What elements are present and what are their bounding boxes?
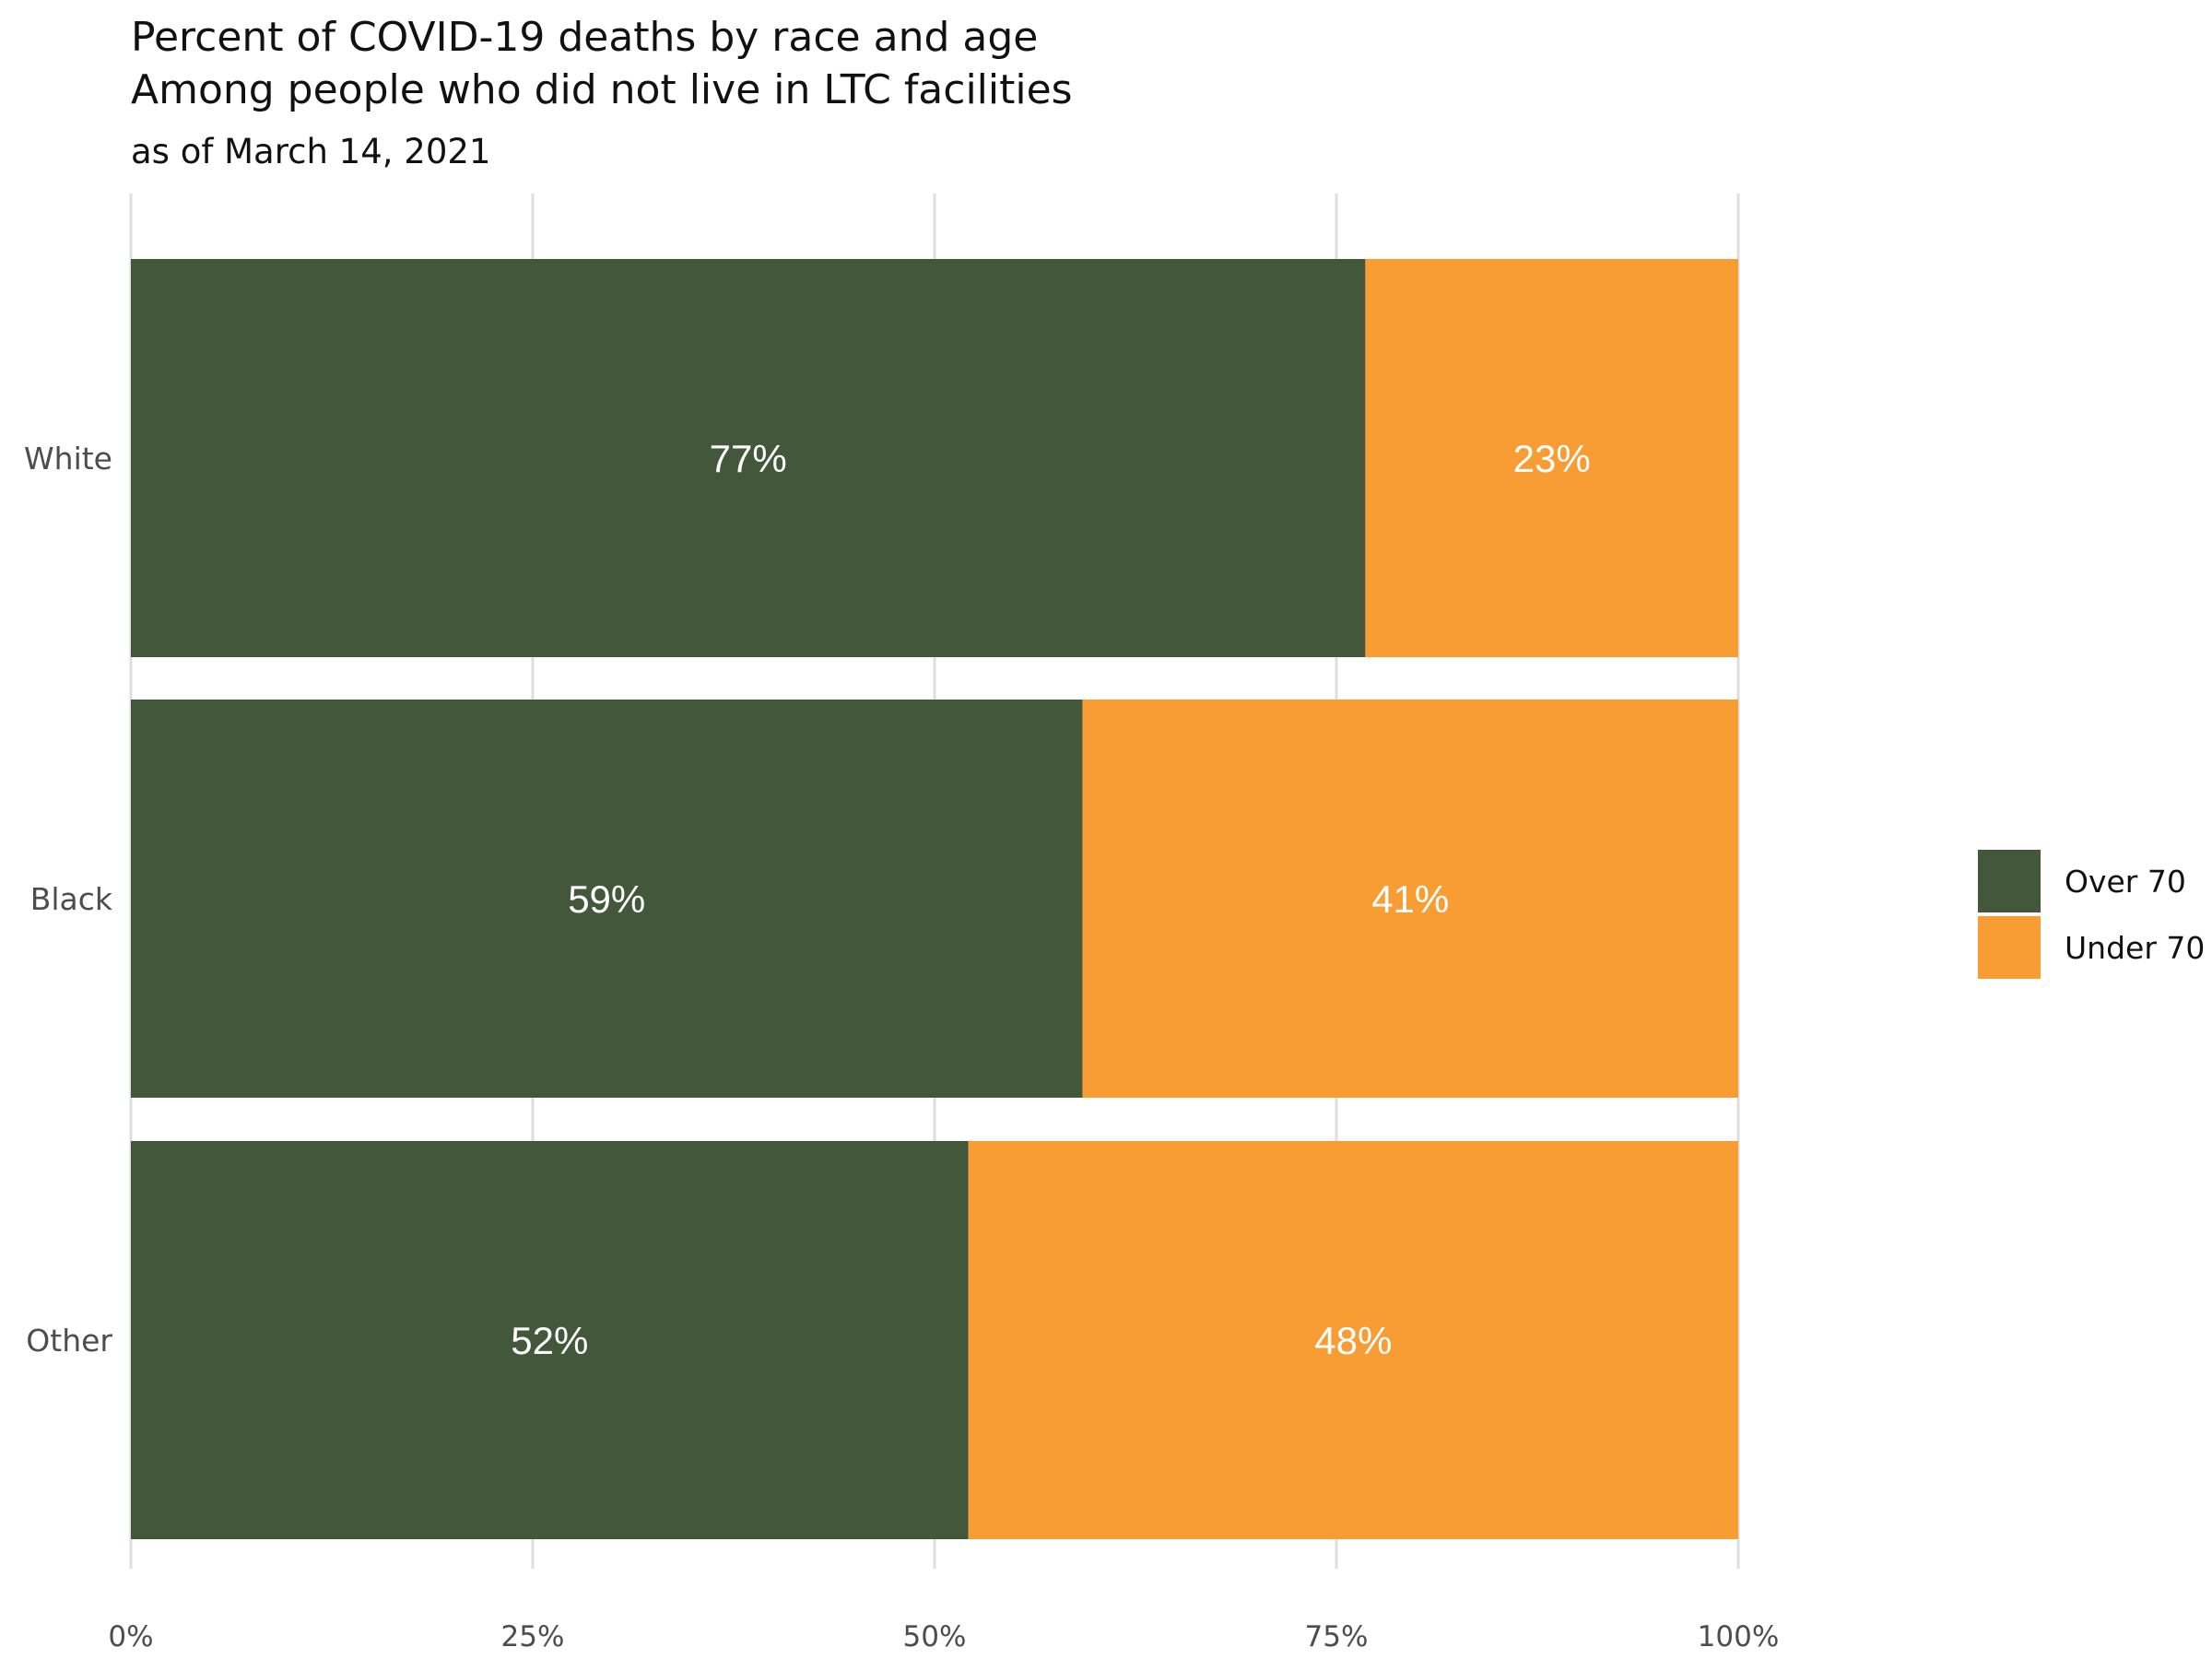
bar-label-black-under-70: 41% bbox=[1371, 877, 1449, 921]
y-tick-label-other: Other bbox=[26, 1323, 112, 1359]
bar-white-under-70 bbox=[1365, 259, 1738, 657]
y-axis-tick-labels: White Black Other bbox=[24, 441, 113, 1359]
y-tick-label-white: White bbox=[24, 441, 112, 477]
x-tick-label-50: 50% bbox=[903, 1620, 967, 1653]
legend-label-over-70: Over 70 bbox=[2065, 864, 2186, 900]
bar-label-white-over-70: 77% bbox=[710, 437, 787, 480]
chart-subtitle: as of March 14, 2021 bbox=[131, 132, 490, 171]
bar-other-under-70 bbox=[968, 1141, 1738, 1539]
bar-other-over-70 bbox=[131, 1141, 969, 1539]
bar-label-black-over-70: 59% bbox=[568, 877, 645, 921]
bar-label-white-under-70: 23% bbox=[1513, 437, 1591, 480]
bar-black-over-70 bbox=[131, 700, 1083, 1098]
x-tick-label-75: 75% bbox=[1305, 1620, 1369, 1653]
x-tick-label-25: 25% bbox=[501, 1620, 565, 1653]
x-tick-label-100: 100% bbox=[1698, 1620, 1780, 1653]
y-tick-label-black: Black bbox=[30, 881, 113, 917]
bar-label-other-over-70: 52% bbox=[511, 1319, 588, 1362]
x-tick-label-0: 0% bbox=[108, 1620, 153, 1653]
x-axis-tick-labels: 0% 25% 50% 75% 100% bbox=[108, 1620, 1779, 1653]
bar-label-other-under-70: 48% bbox=[1314, 1319, 1392, 1362]
bars bbox=[131, 259, 1738, 1539]
legend-label-under-70: Under 70 bbox=[2065, 930, 2205, 966]
chart-title-line2: Among people who did not live in LTC fac… bbox=[131, 66, 1073, 113]
legend-key-over-70 bbox=[1978, 850, 2041, 912]
bar-labels: 77% 23% 59% 41% 52% 48% bbox=[511, 437, 1590, 1362]
chart-title: Percent of COVID-19 deaths by race and a… bbox=[131, 14, 1038, 61]
bar-black-under-70 bbox=[1082, 700, 1738, 1098]
bar-white-over-70 bbox=[131, 259, 1366, 657]
legend: Over 70 Under 70 bbox=[1978, 850, 2205, 979]
legend-key-under-70 bbox=[1978, 916, 2041, 979]
